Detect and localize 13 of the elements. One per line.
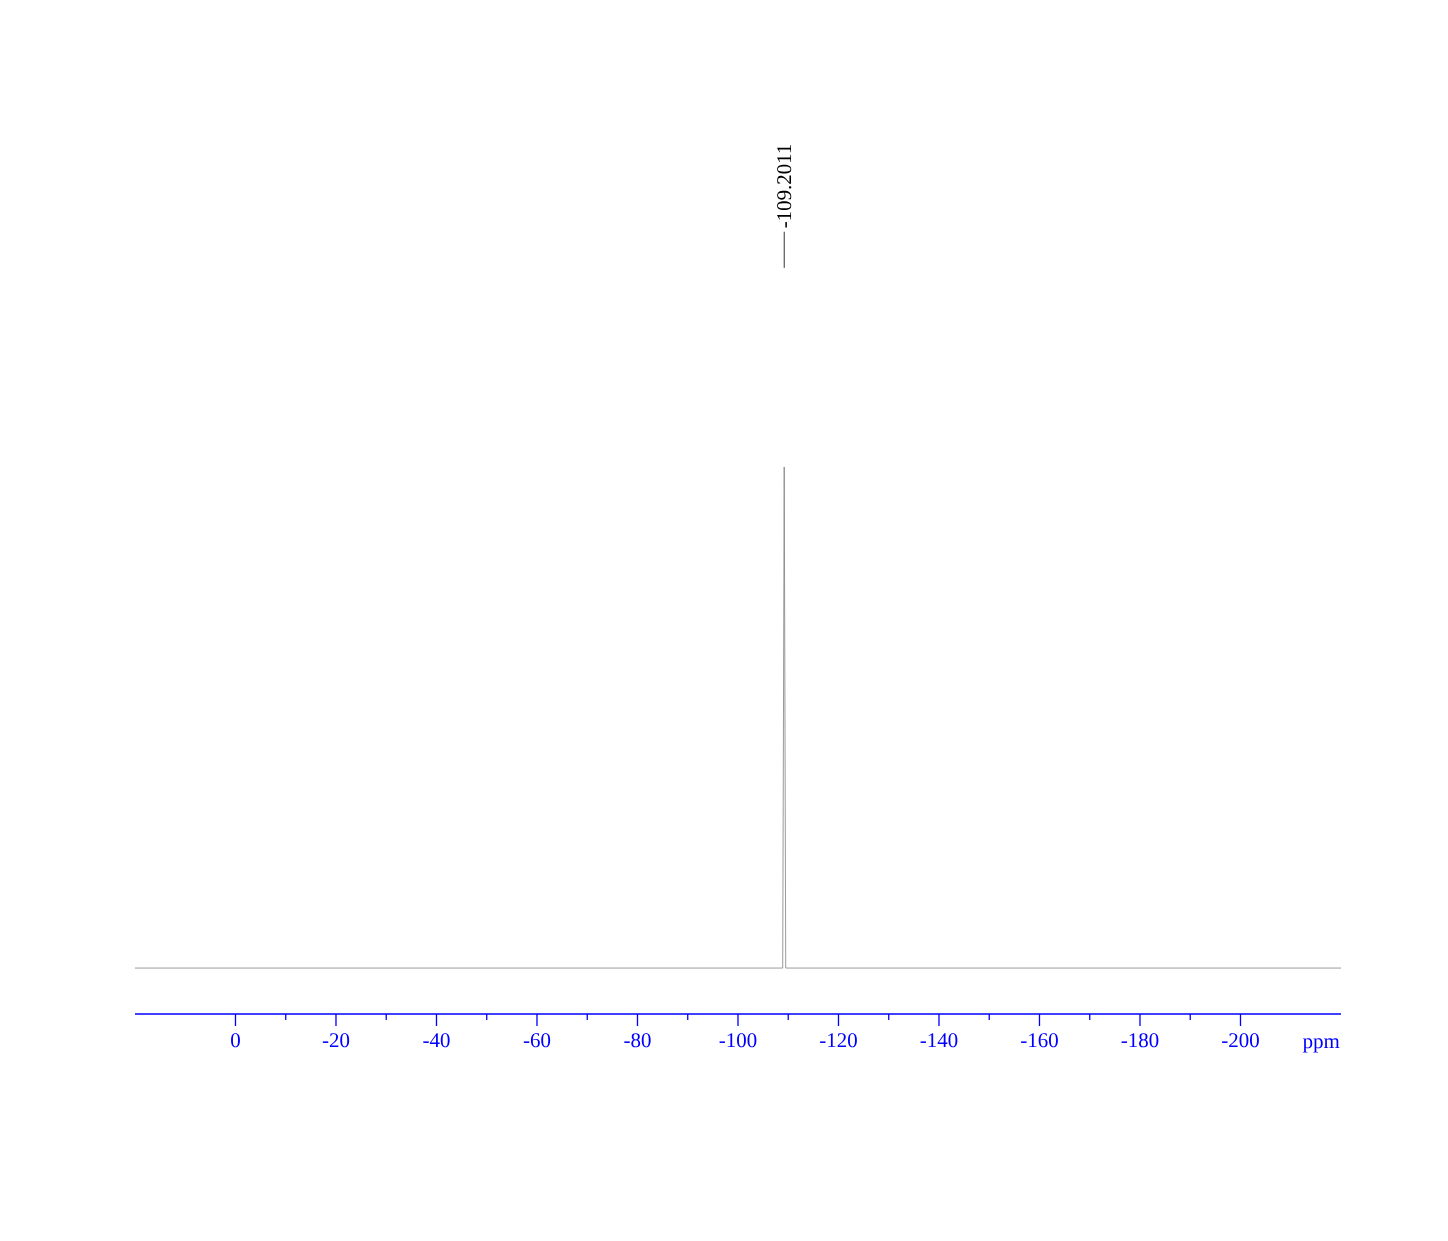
x-axis-title: ppm (1302, 1038, 1340, 1053)
x-tick-label: -120 (820, 1033, 857, 1048)
x-tick-label: 0 (231, 1033, 240, 1048)
annotation: -109.2011 (777, 144, 792, 228)
x-tick-label: -100 (719, 1033, 757, 1048)
x-tick-label: -40 (423, 1033, 450, 1048)
x-tick-label: -160 (1021, 1033, 1058, 1048)
x-tick-label: -20 (322, 1033, 350, 1048)
x-tick-label: -60 (523, 1033, 551, 1048)
x-tick-label: -180 (1121, 1033, 1159, 1048)
x-tick-label: -200 (1222, 1033, 1259, 1048)
x-tick-label: -80 (624, 1033, 651, 1048)
x-tick-label: -140 (920, 1033, 958, 1048)
